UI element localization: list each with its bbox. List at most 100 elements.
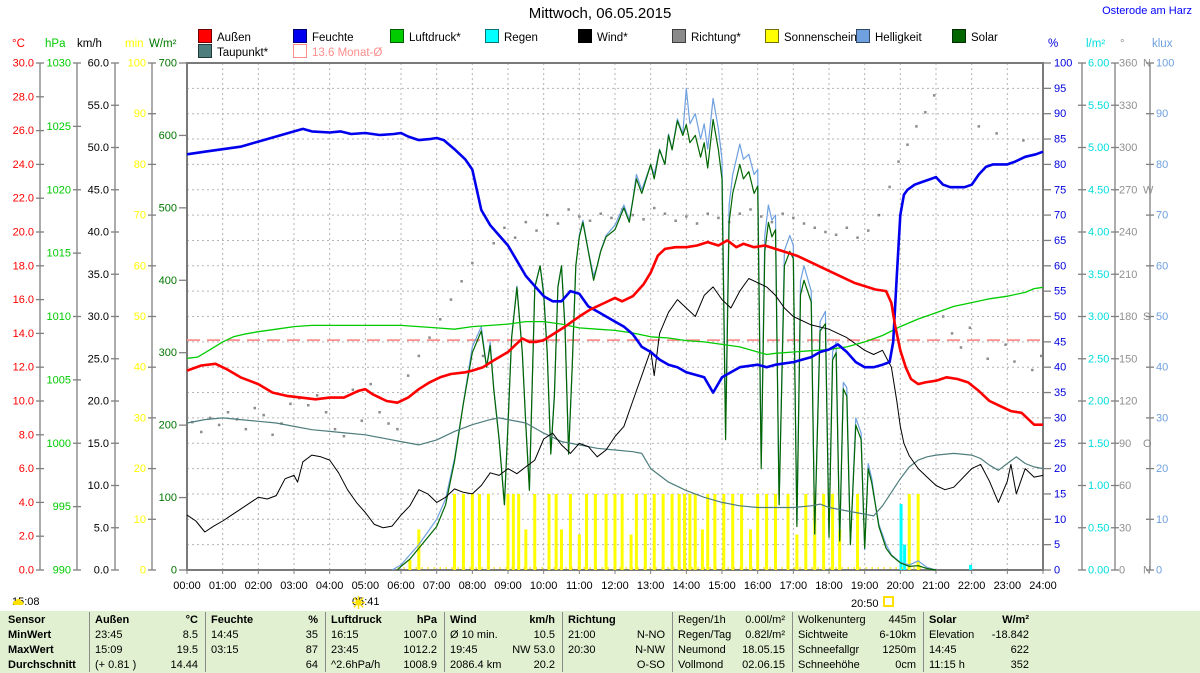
svg-text:10: 10: [1156, 514, 1168, 526]
svg-text:20.0: 20.0: [13, 227, 34, 239]
legend-label-luftdruck: Luftdruck*: [409, 32, 461, 44]
current-time: 15:08: [12, 596, 43, 608]
series-aussen: [186, 239, 1043, 427]
svg-text:240: 240: [1119, 227, 1137, 239]
legend-label-solar: Solar: [971, 32, 998, 44]
svg-text:80: 80: [134, 159, 146, 171]
svg-text:22.0: 22.0: [13, 193, 34, 205]
stat-cell-value: 445m: [888, 614, 916, 626]
table-separator: [444, 612, 445, 672]
stat-cell: Elevation -18.842: [929, 628, 1029, 643]
stat-cell-value: °C: [185, 614, 198, 626]
stat-cell: 23:45 1012.2: [331, 643, 437, 658]
legend-swatch-monat: [293, 44, 307, 58]
stat-cell: 2086.4 km 20.2: [450, 658, 555, 673]
stat-cell-value: NW 53.0: [512, 644, 555, 656]
stat-group-header: Luftdruck hPa: [331, 613, 437, 628]
svg-text:11:00: 11:00: [566, 580, 593, 592]
axis-sunshine: 0 10 20 30 40 50 60 70 80 90 100: [128, 58, 156, 577]
svg-text:5: 5: [1054, 539, 1060, 551]
stat-cell-value: 0.00l/m²: [745, 614, 785, 626]
svg-text:35.0: 35.0: [88, 269, 109, 281]
svg-text:20: 20: [1156, 463, 1168, 475]
svg-text:O: O: [1143, 438, 1152, 450]
stat-cell-label: Sichtweite: [798, 629, 849, 641]
svg-text:3.50: 3.50: [1088, 269, 1109, 281]
svg-text:990: 990: [53, 565, 71, 577]
svg-text:4.0: 4.0: [19, 497, 34, 509]
svg-text:0.0: 0.0: [94, 565, 109, 577]
page-title: Mittwoch, 06.05.2015: [528, 5, 672, 22]
svg-text:30: 30: [134, 412, 146, 424]
svg-text:90: 90: [1054, 108, 1066, 120]
stat-group-header: Außen °C: [95, 613, 198, 628]
stat-cell: Schneefallgr 1250m: [798, 643, 916, 658]
stat-cell-value: 1012.2: [403, 644, 437, 656]
svg-text:12:00: 12:00: [601, 580, 629, 592]
legend-swatch-regen: [485, 29, 499, 43]
stat-cell: Sichtweite 6-10km: [798, 628, 916, 643]
stat-cell-value: 622: [1010, 644, 1029, 656]
svg-text:500: 500: [159, 202, 177, 214]
stat-cell-value: 1007.0: [403, 629, 437, 641]
stat-cell: Regen/Tag 0.82l/m²: [678, 628, 785, 643]
legend-item-taupunkt: Taupunkt*: [198, 44, 269, 59]
stat-cell: Vollmond 02.06.15: [678, 658, 785, 673]
svg-text:100: 100: [128, 58, 146, 70]
axis-wind: 0.0 5.0 10.0 15.0 20.0 25.0 30.0 35.0 40.0 45.0 50…: [88, 58, 119, 577]
svg-text:1015: 1015: [47, 248, 71, 260]
stat-cell: Wolkenunterg 445m: [798, 613, 916, 628]
legend-label-richtung: Richtung*: [691, 32, 741, 44]
stat-row-header: Sensor: [8, 614, 46, 626]
svg-text:18:00: 18:00: [815, 580, 843, 592]
axis-unit-brightness: klux: [1152, 38, 1173, 50]
svg-text:5.50: 5.50: [1088, 100, 1109, 112]
svg-text:6.0: 6.0: [19, 463, 34, 475]
stat-cell-value: 19.5: [176, 644, 198, 656]
svg-text:24:00: 24:00: [1029, 580, 1057, 592]
legend-swatch-feuchte: [293, 29, 307, 43]
stat-cell-value: 20.2: [533, 659, 555, 671]
stat-cell-value: %: [308, 614, 318, 626]
svg-text:1025: 1025: [47, 121, 71, 133]
svg-text:0: 0: [140, 565, 146, 577]
svg-text:700: 700: [159, 58, 177, 70]
stat-cell-value: 35: [305, 629, 318, 641]
svg-text:0: 0: [171, 565, 177, 577]
stats-table: Sensor MinWert MaxWert Durchschnitt Außen °C 2…: [0, 611, 1200, 673]
stat-cell: Ø 10 min. 10.5: [450, 628, 555, 643]
svg-text:15.0: 15.0: [88, 438, 109, 450]
svg-text:360: 360: [1119, 58, 1137, 70]
stat-cell-value: 02.06.15: [742, 659, 785, 671]
svg-text:21:00: 21:00: [922, 580, 950, 592]
legend-label-taupunkt: Taupunkt*: [217, 47, 269, 59]
svg-text:45: 45: [1054, 336, 1066, 348]
legend-item-helligkeit: Helligkeit: [856, 29, 922, 44]
svg-text:2.00: 2.00: [1088, 396, 1109, 408]
legend-swatch-sonnenschein: [765, 29, 779, 43]
svg-text:10: 10: [134, 514, 146, 526]
legend-item-aussen: Außen: [198, 29, 251, 44]
stat-cell: (+ 0.81 ) 14.44: [95, 658, 198, 673]
stat-cell-value: 352: [1010, 659, 1029, 671]
svg-text:09:00: 09:00: [494, 580, 522, 592]
legend-item-wind: Wind*: [578, 29, 628, 44]
legend-label-feuchte: Feuchte: [312, 32, 354, 44]
table-separator: [562, 612, 563, 672]
stat-cell: Neumond 18.05.15: [678, 643, 785, 658]
svg-text:0.0: 0.0: [19, 565, 34, 577]
stat-cell-label: 16:15: [331, 629, 359, 641]
svg-text:60: 60: [1156, 260, 1168, 272]
stat-cell: 11:15 h 352: [929, 658, 1029, 673]
svg-text:20.0: 20.0: [88, 396, 109, 408]
legend-label-monat: 13.6 Monat-Ø: [312, 47, 383, 59]
svg-text:01:00: 01:00: [209, 580, 237, 592]
svg-text:14.0: 14.0: [13, 328, 34, 340]
svg-text:15: 15: [1054, 488, 1066, 500]
axis-rain: 0.00 0.50 1.00 1.50 2.00 2.50 3.00 3.50 4.00 4.50…: [1078, 58, 1109, 577]
stat-cell: ^2.6hPa/h 1008.9: [331, 658, 437, 673]
stat-group-header: Solar W/m²: [929, 613, 1029, 628]
stat-cell-value: 64: [305, 659, 318, 671]
svg-text:50: 50: [134, 311, 146, 323]
